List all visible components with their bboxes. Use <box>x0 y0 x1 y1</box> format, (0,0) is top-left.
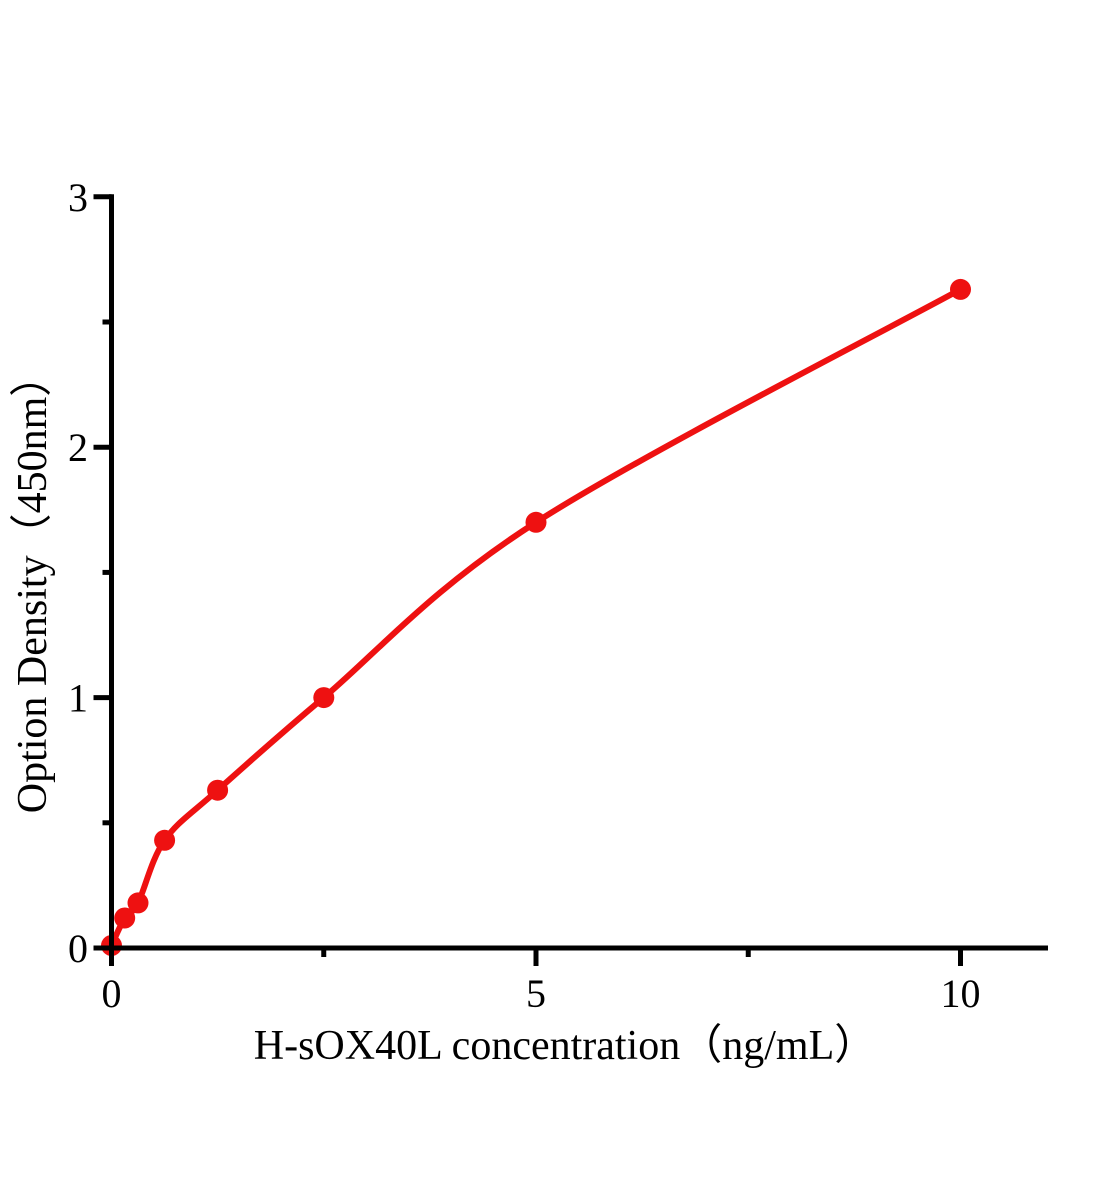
y-tick-label: 1 <box>68 676 88 721</box>
data-point <box>950 278 971 300</box>
x-tick-label: 0 <box>102 971 122 1016</box>
y-tick-label: 0 <box>68 926 88 971</box>
data-point <box>313 687 335 709</box>
y-tick-label: 3 <box>68 175 88 220</box>
fit-curve <box>108 286 962 947</box>
y-axis-title: Option Density（450nm） <box>10 355 56 814</box>
data-point <box>207 779 229 801</box>
x-axis-title: H-sOX40L concentration（ng/mL） <box>254 1023 876 1069</box>
axes-and-ticks-layer <box>93 194 1048 966</box>
x-tick-label: 5 <box>526 971 546 1016</box>
data-point <box>154 829 176 851</box>
y-tick-label: 2 <box>68 425 88 470</box>
data-point <box>525 511 547 533</box>
curve-and-points-layer <box>101 278 971 956</box>
data-point <box>127 892 149 914</box>
x-tick-label: 10 <box>941 971 981 1016</box>
tick-labels-layer: 0 5 10 0 1 2 3 <box>68 175 981 1016</box>
data-point <box>114 907 136 929</box>
